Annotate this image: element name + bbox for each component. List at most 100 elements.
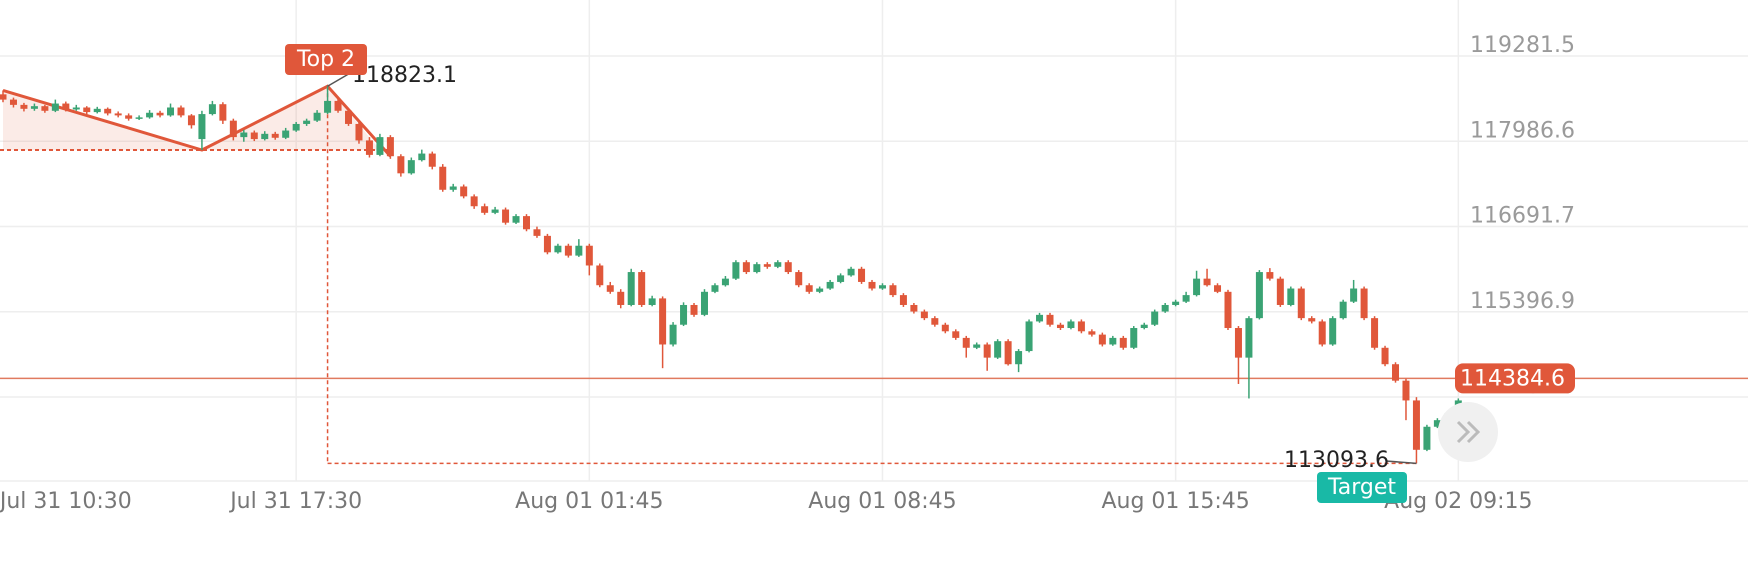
candle-body bbox=[659, 298, 667, 345]
candle-body bbox=[564, 245, 572, 256]
candle-body bbox=[627, 272, 635, 305]
candle-body bbox=[1297, 288, 1305, 319]
candle-body bbox=[1318, 321, 1326, 345]
candle-body bbox=[1182, 295, 1190, 302]
candle-body bbox=[1433, 420, 1441, 427]
scroll-button[interactable] bbox=[1438, 402, 1498, 462]
x-tick-label: Jul 31 10:30 bbox=[0, 489, 132, 514]
candle-body bbox=[1255, 272, 1263, 319]
pattern bbox=[0, 84, 1417, 465]
candle-body bbox=[700, 291, 708, 315]
candle-body bbox=[261, 133, 269, 140]
pattern-tag-bg bbox=[285, 44, 367, 75]
candle-body bbox=[1067, 321, 1075, 329]
candle-body bbox=[240, 132, 248, 138]
candle-body bbox=[941, 324, 949, 332]
candle-body bbox=[994, 341, 1002, 358]
candle-body bbox=[62, 103, 70, 110]
candle-body bbox=[418, 153, 426, 161]
candle-body bbox=[1329, 318, 1337, 345]
candle-body bbox=[554, 245, 562, 253]
candle-body bbox=[177, 107, 185, 116]
candle-body bbox=[146, 112, 154, 118]
candle-body bbox=[345, 110, 353, 124]
candle-body bbox=[502, 209, 510, 223]
pattern-tag: Top 2 bbox=[296, 47, 355, 72]
candle-body bbox=[41, 106, 49, 111]
candle-body bbox=[449, 186, 457, 190]
target-value: 113093.6 bbox=[1284, 448, 1389, 473]
candle-body bbox=[983, 344, 991, 358]
candle-body bbox=[407, 160, 415, 174]
y-tick-label: 116691.7 bbox=[1470, 204, 1575, 229]
candle-body bbox=[20, 104, 28, 109]
candle-body bbox=[931, 318, 939, 325]
candle-body bbox=[229, 120, 237, 138]
candle-body bbox=[303, 120, 311, 124]
candle-body bbox=[72, 107, 80, 110]
y-tick-label: 115396.9 bbox=[1470, 289, 1575, 314]
candle-body bbox=[1015, 351, 1023, 365]
candle-body bbox=[439, 166, 447, 190]
candle-body bbox=[816, 288, 824, 292]
candle-body bbox=[1339, 301, 1347, 319]
candle-body bbox=[1130, 328, 1138, 348]
candle-body bbox=[491, 209, 499, 213]
candle-body bbox=[889, 285, 897, 296]
candle-body bbox=[1402, 380, 1410, 401]
candle-body bbox=[1381, 347, 1389, 365]
candle-body bbox=[1088, 331, 1096, 335]
candle-body bbox=[481, 206, 489, 213]
candle-body bbox=[0, 94, 7, 100]
candle-body bbox=[292, 123, 300, 131]
candle-body bbox=[962, 337, 970, 348]
candle-body bbox=[1193, 278, 1201, 296]
candle-body bbox=[669, 324, 677, 345]
peak-value: 118823.1 bbox=[352, 63, 457, 88]
candle-body bbox=[523, 216, 530, 230]
candle-body bbox=[1036, 314, 1044, 322]
candle-body bbox=[376, 137, 384, 155]
candle-body bbox=[878, 285, 886, 289]
candle-body bbox=[1161, 304, 1169, 312]
candle-body bbox=[51, 103, 59, 111]
candle-body bbox=[920, 311, 928, 319]
x-tick-label: Aug 01 01:45 bbox=[515, 489, 663, 514]
candle-body bbox=[1308, 318, 1316, 322]
candle-body bbox=[585, 245, 593, 266]
candle-body bbox=[858, 268, 866, 282]
candle-body bbox=[104, 108, 112, 114]
candle-body bbox=[711, 285, 719, 292]
x-tick-label: Aug 02 09:15 bbox=[1384, 489, 1532, 514]
candle-body bbox=[742, 262, 750, 273]
candle-body bbox=[135, 117, 143, 119]
candle-body bbox=[1350, 288, 1358, 302]
candle-body bbox=[1287, 288, 1295, 305]
candle-body bbox=[397, 156, 405, 174]
candle-body bbox=[826, 281, 834, 289]
candle-body bbox=[721, 278, 729, 286]
candle-body bbox=[1151, 311, 1159, 325]
candle-body bbox=[973, 344, 981, 348]
candle-body bbox=[156, 112, 164, 116]
candle-body bbox=[596, 265, 604, 286]
candle-body bbox=[753, 264, 761, 273]
candle-body bbox=[198, 114, 206, 140]
candle-body bbox=[910, 304, 918, 312]
scroll-icon[interactable] bbox=[1456, 420, 1481, 444]
candle-body bbox=[1214, 285, 1222, 292]
candle-body bbox=[355, 123, 363, 141]
candle-body bbox=[1266, 272, 1274, 279]
candles bbox=[0, 86, 1462, 464]
candle-body bbox=[805, 285, 813, 292]
candle-body bbox=[1004, 341, 1012, 365]
y-tick-label: 119281.5 bbox=[1470, 33, 1575, 58]
candle-body bbox=[470, 196, 478, 207]
candle-body bbox=[1077, 321, 1085, 332]
candle-body bbox=[1234, 328, 1242, 358]
candle-body bbox=[1109, 337, 1117, 345]
candle-body bbox=[114, 113, 122, 116]
candle-body bbox=[1119, 337, 1127, 348]
